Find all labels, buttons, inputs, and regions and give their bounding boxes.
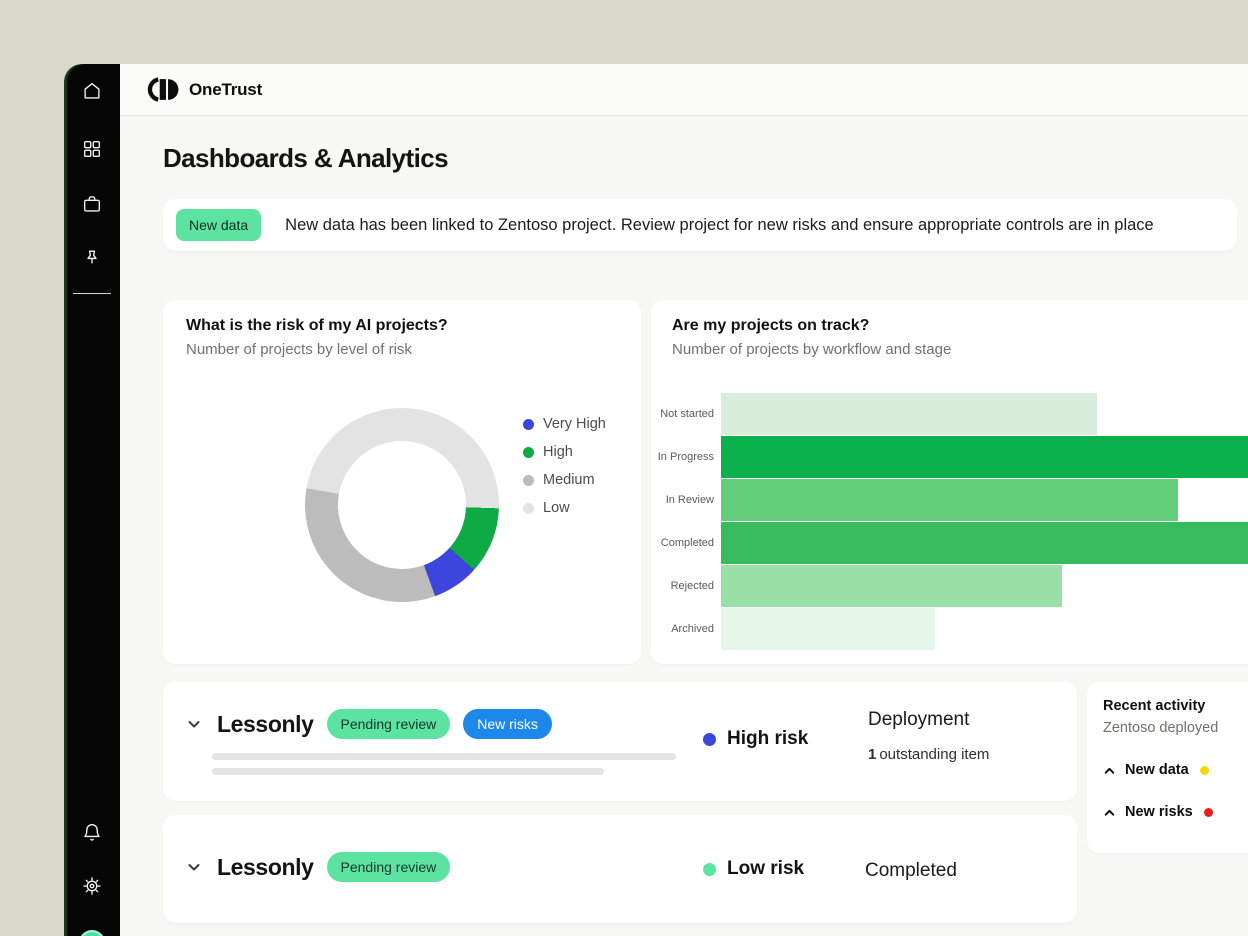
bell-icon[interactable] [80,820,104,844]
project-name: Lessonly [217,853,314,880]
brand-name: OneTrust [189,79,263,99]
risk-chart-subtitle: Number of projects by level of risk [186,341,412,358]
status-pill-pending-review: Pending review [326,852,451,882]
chevron-up-icon[interactable] [1103,764,1116,777]
bar-track [721,607,1248,650]
legend-swatch [523,418,534,430]
page-title: Dashboards & Analytics [163,143,449,173]
status-pill-pending-review: Pending review [326,709,451,739]
bar-category-label: Not started [660,407,714,420]
new-data-badge: New data [176,209,262,241]
outstanding-text: outstanding item [879,746,990,763]
banner-message: New data has been linked to Zentoso proj… [285,215,1154,234]
legend-item: Low [523,494,606,522]
legend-item: High [523,438,606,466]
recent-activity-subtitle: Zentoso deployed [1103,720,1219,736]
bar-track [721,478,1248,521]
risk-dot [703,732,716,746]
sidebar [64,64,120,936]
project-card-lessonly-2: Lessonly Pending review Low risk Complet… [163,815,1077,923]
notification-banner: New data New data has been linked to Zen… [163,199,1237,251]
bar-category-label: Completed [660,536,714,549]
onetrust-logo-icon [147,77,179,102]
bar-row: Not started [651,392,1248,435]
risk-chart-title: What is the risk of my AI projects? [186,317,448,334]
skeleton-line [212,753,676,760]
recent-item-new-data: New data [1103,762,1209,778]
user-avatar[interactable] [79,930,105,936]
project-card-lessonly-1: Lessonly Pending review New risks High r… [163,682,1077,801]
risk-chart-card: What is the risk of my AI projects? Numb… [163,300,641,664]
legend-swatch [523,446,534,458]
legend-label: Medium [543,472,595,488]
bar-row: Rejected [651,564,1248,607]
bar-row: In Progress [651,435,1248,478]
bar [721,478,1178,521]
brand-logo[interactable]: OneTrust [145,77,262,102]
apps-grid-icon[interactable] [80,137,104,161]
briefcase-icon[interactable] [80,192,104,216]
chevron-down-icon[interactable] [184,857,204,877]
risk-label: Low risk [727,858,805,879]
legend-item: Medium [523,466,606,494]
status-pill-new-risks: New risks [463,709,552,739]
skeleton-line [212,768,604,775]
recent-item-new-risks: New risks [1103,804,1213,820]
risk-label: High risk [727,728,809,749]
legend-label: Low [543,500,570,516]
risk-indicator: High risk [703,728,808,750]
recent-activity-panel: Recent activity Zentoso deployed New dat… [1087,682,1248,853]
bar-row: Completed [651,521,1248,564]
stage-detail: 1 outstanding item [868,746,989,763]
bar [721,435,1248,478]
legend-swatch [523,502,534,514]
risk-indicator: Low risk [703,858,804,880]
red-dot [1203,807,1213,817]
bar [721,392,1097,435]
risk-dot [703,862,716,876]
sidebar-divider [73,293,111,294]
pin-icon[interactable] [80,246,104,270]
legend-label: High [543,444,573,460]
bar [721,607,935,650]
project-name: Lessonly [217,710,314,737]
bar [721,564,1063,607]
main-content: Dashboards & Analytics New data New data… [120,117,1248,936]
bar-track [721,392,1248,435]
bar-row: Archived [651,607,1248,650]
gear-icon[interactable] [80,874,104,898]
stage-chart-subtitle: Number of projects by workflow and stage [672,341,952,358]
recent-item-label: New data [1125,762,1189,778]
legend-swatch [523,474,534,486]
bar-category-label: In Review [665,493,714,506]
home-icon[interactable] [80,79,104,103]
stage-label: Deployment [868,709,970,730]
bar-category-label: Rejected [670,579,714,592]
yellow-dot [1199,765,1209,775]
bar-track [721,435,1248,478]
stage-chart-card: Are my projects on track? Number of proj… [651,300,1248,664]
chevron-up-icon[interactable] [1103,806,1116,819]
outstanding-count: 1 [868,746,877,763]
top-header: OneTrust [120,64,1248,116]
recent-item-label: New risks [1125,804,1193,820]
bar-category-label: In Progress [657,450,714,463]
bar [721,521,1248,564]
risk-donut [305,408,499,602]
legend-label: Very High [543,416,606,432]
app-window: OneTrust Dashboards & Analytics New data… [64,64,1248,936]
chevron-down-icon[interactable] [184,714,204,734]
stage-bars: Not started In Progress In Review Completed… [651,392,1248,650]
bar-track [721,521,1248,564]
bar-category-label: Archived [671,622,714,635]
stage-chart-title: Are my projects on track? [672,317,870,334]
risk-legend: Very High High Medium Low [523,410,606,522]
bar-track [721,564,1248,607]
recent-activity-title: Recent activity [1103,698,1206,714]
legend-item: Very High [523,410,606,438]
stage-label: Completed [865,860,957,881]
bar-row: In Review [651,478,1248,521]
